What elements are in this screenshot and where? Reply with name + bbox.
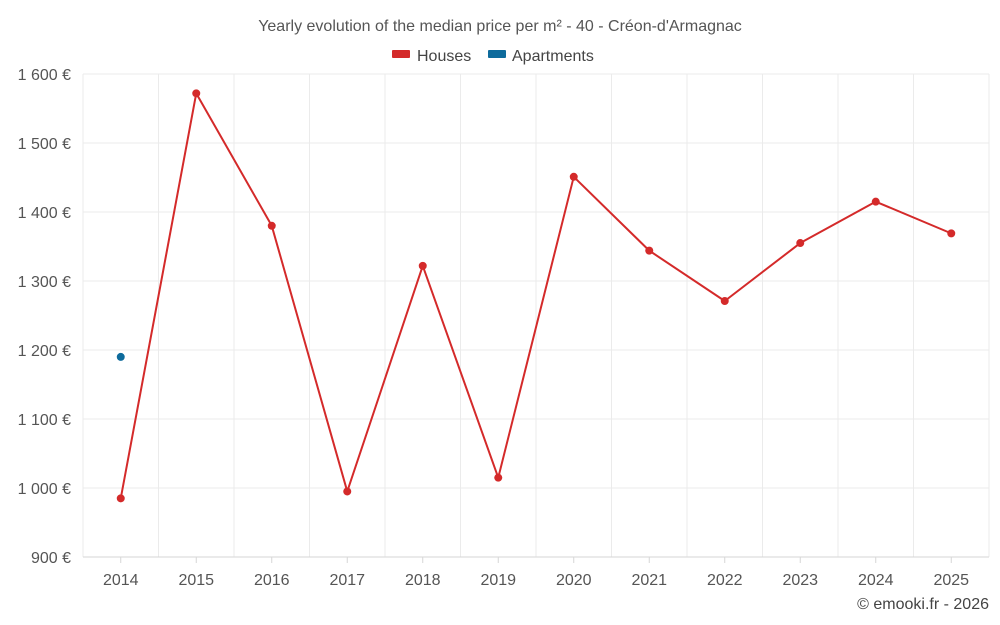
chart-title: Yearly evolution of the median price per… (258, 18, 742, 35)
y-tick-label: 1 000 € (18, 481, 71, 498)
legend-swatch-houses (392, 50, 410, 58)
x-tick-label: 2025 (933, 572, 969, 589)
x-tick-label: 2021 (631, 572, 667, 589)
legend-label-houses: Houses (417, 48, 471, 65)
data-point-houses (116, 494, 125, 503)
series-line-houses (119, 92, 952, 499)
x-tick-label: 2020 (556, 572, 592, 589)
axes: 900 € 1 000 € 1 100 € 1 200 € 1 300 € 1 400 €… (18, 67, 989, 589)
data-point-houses (343, 487, 352, 496)
data-point-houses (569, 172, 578, 181)
x-tick-label: 2023 (782, 572, 818, 589)
y-tick-label: 1 600 € (18, 67, 71, 84)
x-tick-label: 2024 (858, 572, 894, 589)
credit-text: © emooki.fr - 2026 (857, 596, 989, 613)
data-point-houses (871, 197, 880, 206)
x-tick-label: 2017 (329, 572, 365, 589)
y-tick-label: 1 500 € (18, 136, 71, 153)
y-tick-label: 1 300 € (18, 274, 71, 291)
y-tick-label: 1 400 € (18, 205, 71, 222)
x-tick-label: 2018 (405, 572, 441, 589)
y-tick-label: 1 200 € (18, 343, 71, 360)
legend-item-apartments[interactable]: Apartments (488, 48, 594, 65)
x-tick-label: 2016 (254, 572, 290, 589)
data-point-apartments (116, 352, 125, 361)
data-point-houses (720, 297, 729, 306)
data-point-houses (267, 221, 276, 230)
x-tick-label: 2014 (103, 572, 139, 589)
data-point-houses (494, 473, 503, 482)
plot-area (116, 89, 956, 503)
data-point-houses (947, 229, 956, 238)
legend: Houses Apartments (392, 48, 594, 65)
x-tick-label: 2019 (480, 572, 516, 589)
legend-label-apartments: Apartments (512, 48, 594, 65)
x-tick-label: 2015 (178, 572, 214, 589)
grid (82, 73, 990, 558)
data-point-houses (418, 261, 427, 270)
y-tick-label: 1 100 € (18, 412, 71, 429)
data-point-houses (645, 246, 654, 255)
y-tick-label: 900 € (31, 550, 71, 567)
x-tick-label: 2022 (707, 572, 743, 589)
data-point-houses (796, 239, 805, 248)
data-point-houses (192, 89, 201, 98)
legend-item-houses[interactable]: Houses (392, 48, 471, 65)
legend-swatch-apartments (488, 50, 506, 58)
